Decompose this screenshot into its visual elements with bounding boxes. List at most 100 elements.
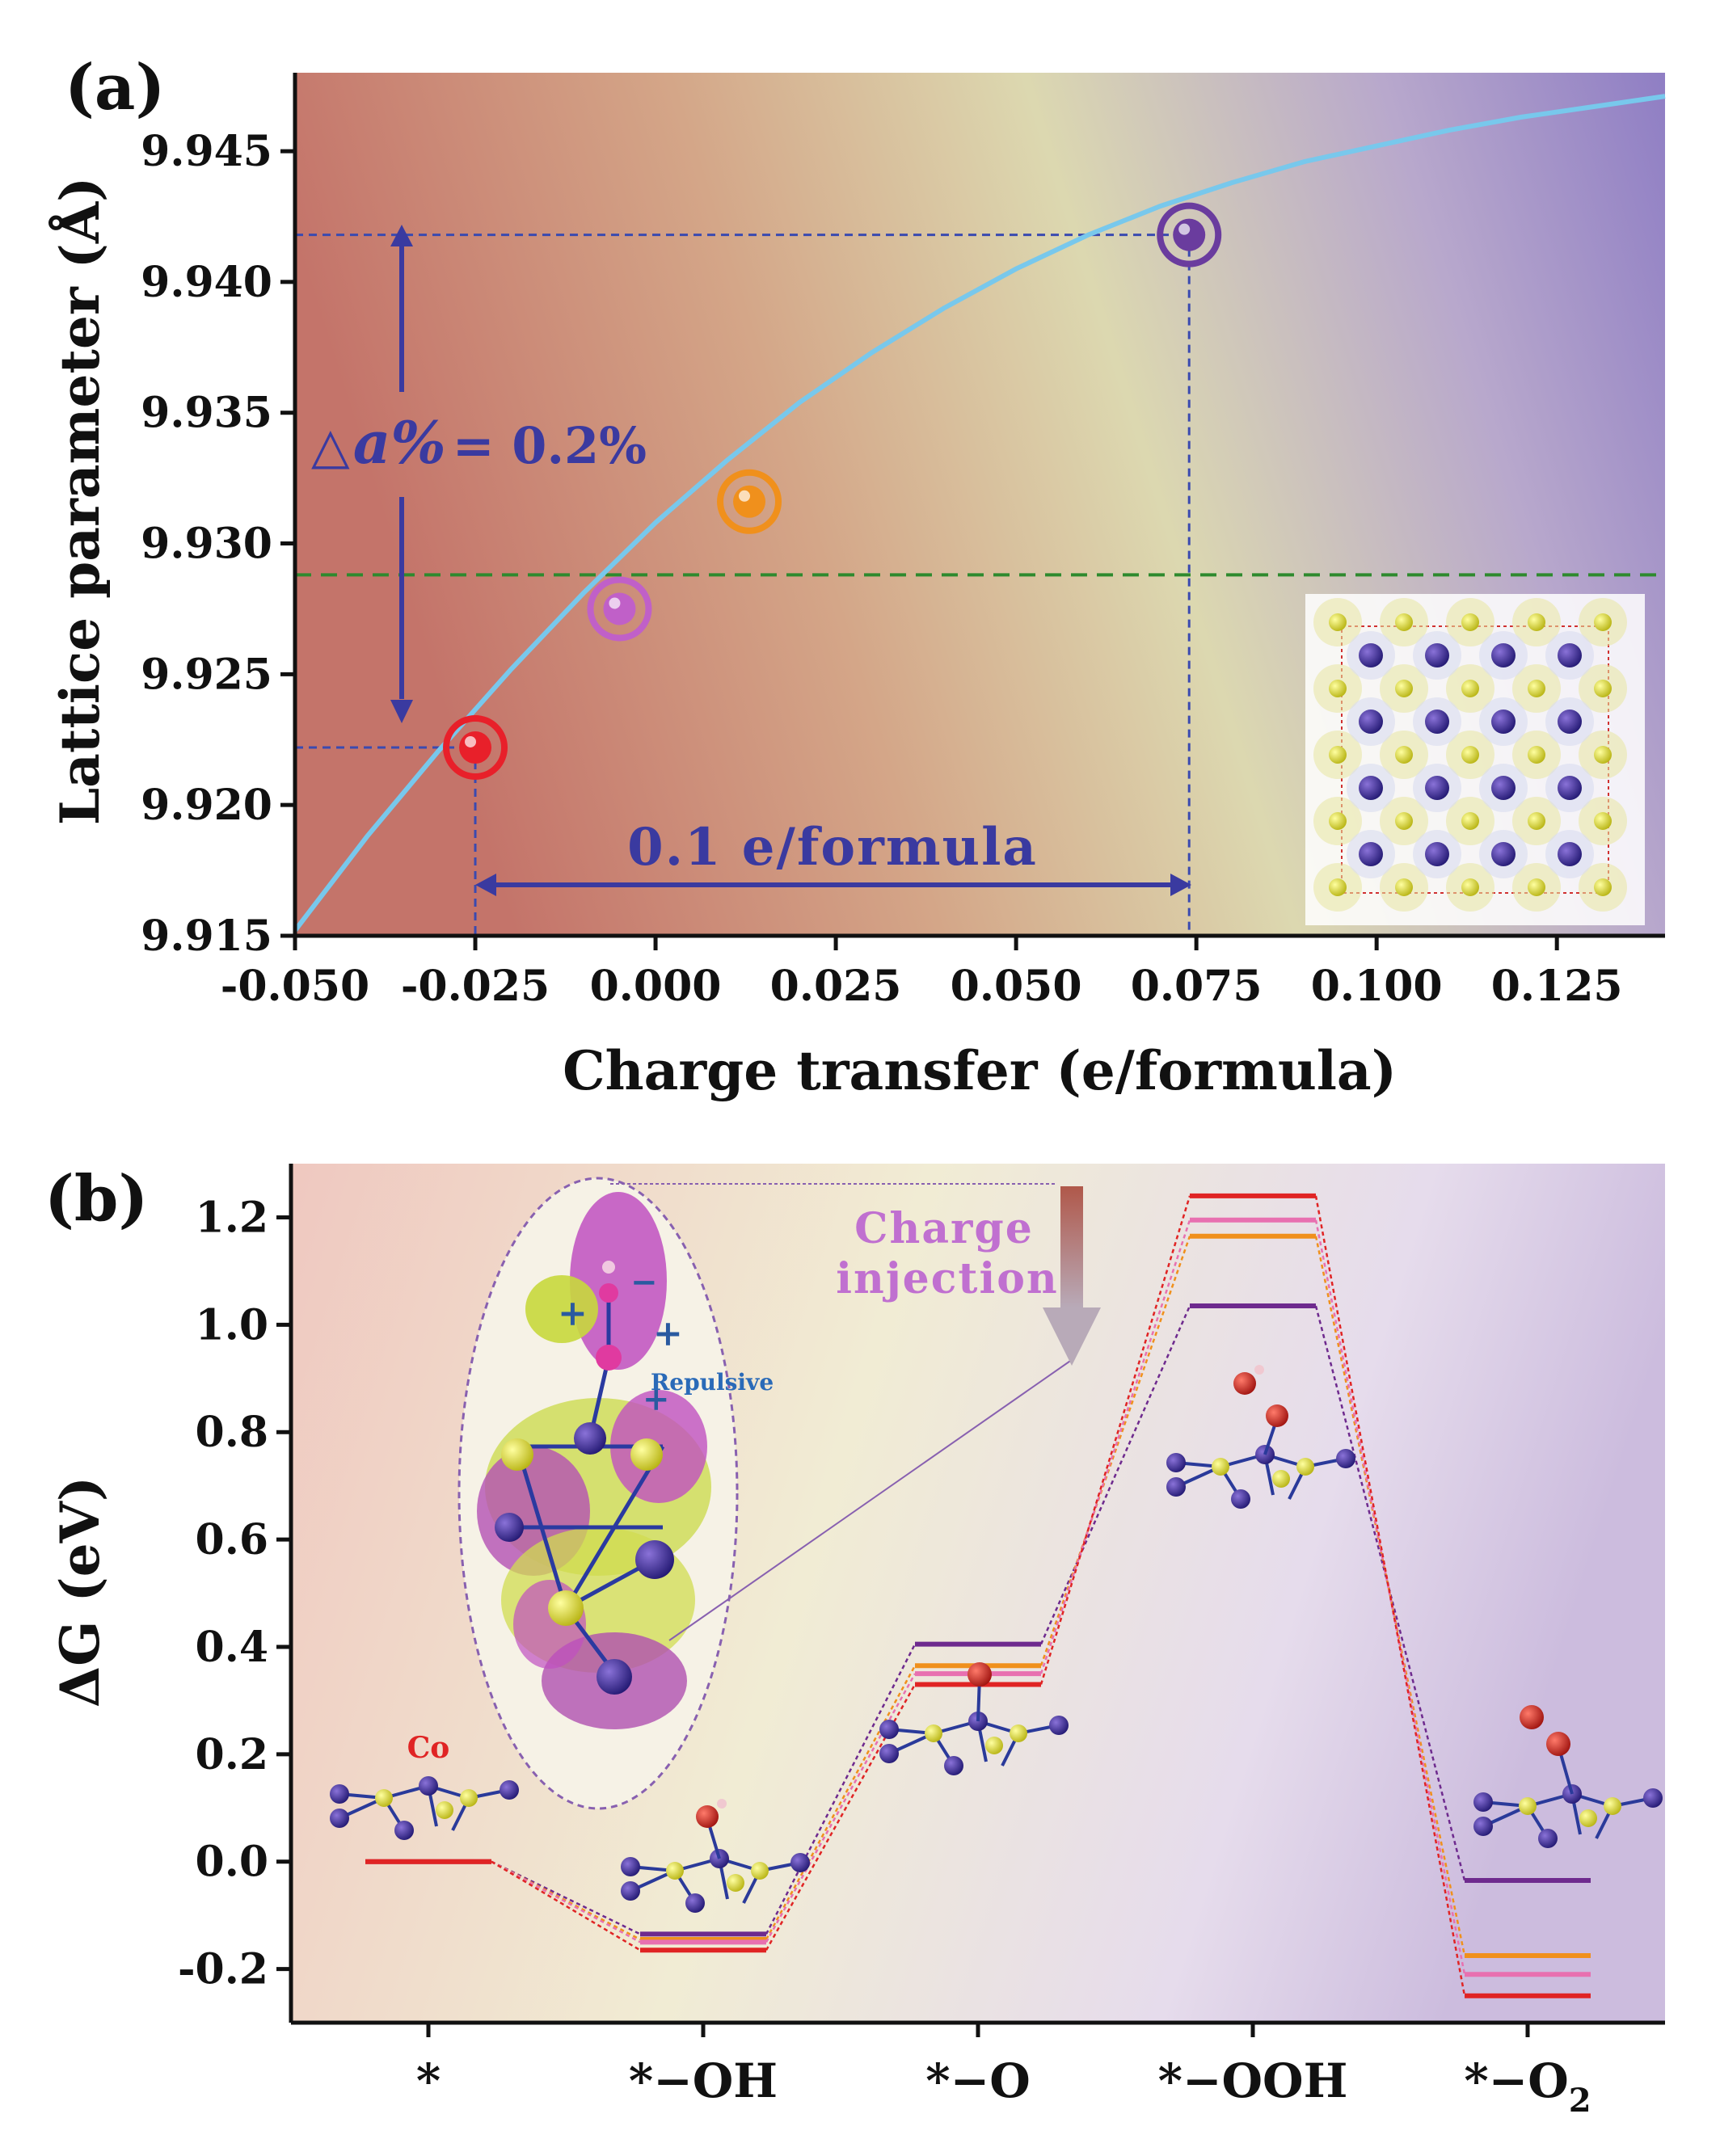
atom-co [944,1756,963,1775]
lattice-atom-s [1329,812,1347,830]
x-tick-label: 0.050 [951,962,1082,1011]
y-tick-label: -0.2 [178,1945,268,1994]
x-tick-label: *−OOH [1158,2053,1348,2108]
lattice-atom-co [1491,842,1516,866]
lattice-atom-s [1528,812,1545,830]
y-tick-label: 9.940 [141,258,272,307]
lattice-atom-s [1528,680,1545,697]
y-ticks: 9.915 9.920 9.925 9.930 9.935 9.940 9.945 [141,127,295,961]
atom-co [685,1893,705,1913]
lattice-atom-co [1558,842,1582,866]
atom-o [1233,1372,1256,1395]
svg-text:+: + [653,1313,683,1354]
lattice-atom-co [1491,710,1516,734]
atom-co [1473,1792,1493,1812]
lattice-atom-s [1594,746,1612,764]
lattice-atom-s [1594,613,1612,631]
point-ring-2 [717,469,782,534]
atom-co [790,1853,810,1872]
connector-orange-2 [1039,1236,1191,1666]
atom-s [1010,1724,1027,1742]
lattice-atom-co [1359,842,1383,866]
atom-co [1643,1788,1663,1808]
level-connectors [491,1195,1466,1997]
lattice-atom-co [1425,776,1449,800]
atom-s [751,1862,769,1880]
y-tick-label: 1.0 [196,1300,268,1350]
co-label: Co [407,1731,450,1765]
lattice-atom-co [1359,643,1383,667]
lattice-atom-s [1329,613,1347,631]
lattice-atom-co [1558,776,1582,800]
repulsive-label: Repulsive [651,1369,774,1396]
panel-a: (a) △a% = 0.2% 0.1 e/formula [48,51,1666,1102]
connector-purple-1 [765,1644,917,1935]
atom-o [968,1662,992,1686]
point-ring-3 [1157,202,1222,267]
atom-co [1049,1716,1069,1735]
atom-co [1473,1817,1493,1836]
connector-purple-2 [1039,1305,1191,1645]
structure-ooh [1166,1365,1355,1509]
atom-co [1231,1489,1250,1509]
lattice-atom-co [1491,776,1516,800]
atom-o [1546,1732,1570,1756]
atom-s [1519,1797,1537,1815]
connector-orange-3 [1314,1236,1466,1956]
point-ring-0 [443,714,508,780]
crystal-lattice-inset [1305,594,1645,925]
atom-s [1604,1797,1621,1815]
y-tick-label: 0.0 [196,1838,268,1887]
atom-co [879,1720,899,1739]
charge-injection-label-1: Charge [854,1204,1034,1253]
lattice-atom-co [1359,710,1383,734]
atom-s [925,1724,942,1742]
lattice-atom-s [1594,680,1612,697]
y-tick-label: 9.915 [141,912,272,961]
charge-injection-arrow [1043,1186,1101,1366]
lattice-atom-co [1558,710,1582,734]
delta-annotation: △a% = 0.2% [311,408,647,477]
x-tick-label: -0.050 [221,962,369,1011]
x-tick-label: 0.000 [590,962,722,1011]
y-axis-label: Lattice parameter (Å) [48,177,112,826]
point-highlight-0 [465,735,477,747]
lattice-atom-s [1329,746,1347,764]
point-ring-1 [587,576,652,642]
lattice-atom-s [1461,878,1479,896]
connector-purple-0 [491,1860,641,1935]
lattice-atom-s [1594,812,1612,830]
atom-s [1296,1458,1314,1476]
y-tick-label: 1.2 [196,1193,268,1242]
atom-o [1266,1404,1288,1427]
x-tick-label: 0.125 [1491,962,1623,1011]
x-axis-label: Charge transfer (e/formula) [563,1039,1397,1102]
atom-co [1336,1449,1355,1468]
x-ticks: * *−OH *−O *−OOH *−O2 [416,2023,1591,2120]
y-tick-label: 0.2 [196,1730,268,1779]
y-ticks: -0.2 0.0 0.2 0.4 0.6 0.8 1.0 1.2 [178,1193,291,1994]
atom-co [621,1881,640,1901]
x-tick-label: *−OH [629,2053,778,2108]
atom-o [1520,1705,1544,1729]
connector-pink-0 [491,1860,641,1943]
y-tick-label: 9.935 [141,389,272,438]
atom-co [1538,1829,1558,1848]
lattice-atom-s [1461,812,1479,830]
lattice-atom-s [1395,613,1413,631]
x-tick-label: 0.100 [1311,962,1443,1011]
atom-co [419,1776,438,1796]
atom-h [1254,1365,1264,1375]
point-2 [733,485,766,518]
x-tick-subscript: 2 [1569,2082,1591,2120]
delta-arrow [390,225,413,723]
lattice-atom-s [1395,812,1413,830]
connector-pink-3 [1314,1219,1466,1975]
atom-s [1212,1458,1229,1476]
lattice-atom-s [1528,878,1545,896]
atom-o [696,1805,719,1828]
lattice-atom-s [1594,878,1612,896]
point-highlight-2 [739,490,751,502]
lattice-atom-s [1461,746,1479,764]
structure-o [879,1662,1069,1775]
